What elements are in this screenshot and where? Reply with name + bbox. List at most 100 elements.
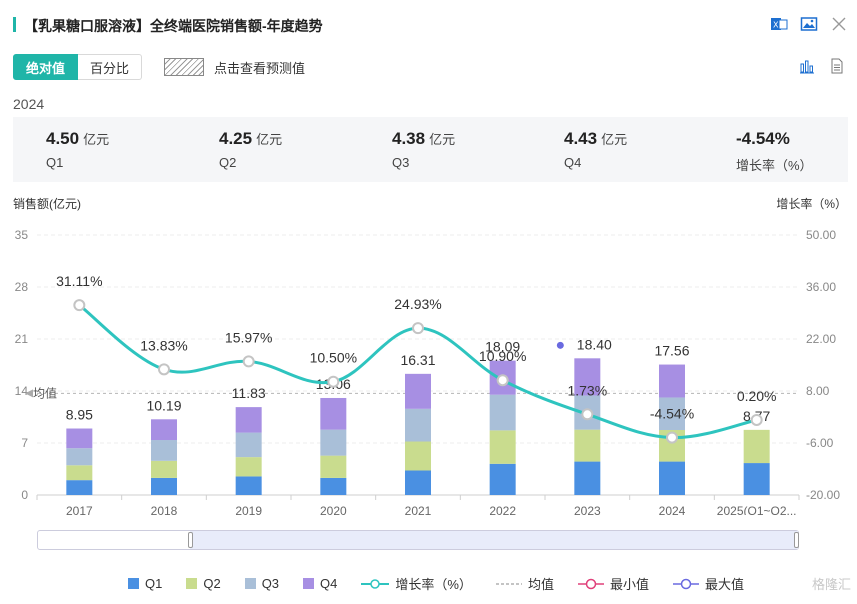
bar-total-label: 11.83 — [232, 385, 266, 401]
summary-value: 4.43 — [564, 129, 598, 148]
growth-label: 15.97% — [225, 329, 272, 345]
legend-dash-marker — [495, 583, 522, 584]
summary-year: 2024 — [13, 96, 45, 112]
summary-label: Q2 — [219, 155, 237, 170]
average-label: 均值 — [33, 385, 57, 400]
legend-q2[interactable]: Q2 — [186, 576, 221, 591]
legend-max[interactable]: 最大值 — [672, 574, 744, 593]
legend-q3[interactable]: Q3 — [244, 576, 280, 591]
average-arrow — [25, 389, 33, 398]
bar-segment-q1 — [489, 463, 516, 495]
bar-segment-q4 — [405, 373, 431, 409]
bar-segment-q4 — [574, 358, 601, 396]
summary-growth: -4.54% 增长率（%） — [736, 129, 813, 174]
bar-segment-q3 — [151, 440, 177, 461]
bar-total-label: 18.09 — [485, 339, 520, 355]
legend-min[interactable]: 最小值 — [577, 574, 649, 593]
left-tick-label: 21 — [15, 332, 29, 346]
bar-segment-q1 — [66, 480, 93, 495]
watermark-logo: 格隆汇 — [811, 577, 851, 592]
right-tick-label: -6.00 — [806, 436, 834, 450]
legend-label: Q3 — [261, 576, 280, 591]
growth-label: -4.54% — [650, 406, 694, 422]
growth-point — [327, 375, 340, 388]
bar-segment-q2 — [235, 457, 262, 477]
legend-label: 均值 — [527, 577, 554, 592]
right-tick-label: 50.00 — [806, 228, 836, 242]
forecast-toggle[interactable]: 点击查看预测值 — [164, 58, 305, 77]
bar-segment-q2 — [489, 430, 516, 464]
legend-label: 最小值 — [609, 577, 649, 592]
legend-q4[interactable]: Q4 — [303, 576, 337, 591]
summary-label: Q1 — [46, 155, 64, 170]
x-tick-label: 2020 — [320, 504, 347, 515]
summary-q1: 4.50 亿元 Q1 — [46, 129, 109, 170]
right-tick-label: -20.00 — [806, 488, 840, 502]
growth-point — [412, 322, 424, 335]
close-icon[interactable] — [829, 14, 849, 34]
summary-q3: 4.38 亿元 Q3 — [392, 129, 455, 170]
bar-segment-q2 — [320, 455, 347, 478]
chart-header: 【乳果糖口服溶液】全终端医院销售额-年度趋势 X — [0, 0, 857, 52]
header-actions: X — [769, 14, 849, 34]
bar-segment-q1 — [405, 470, 431, 495]
bar-segment-q2 — [405, 441, 431, 471]
legend-growth[interactable]: 增长率（%） — [361, 574, 472, 593]
bar-total-label: 17.56 — [654, 343, 689, 359]
x-tick-label: 2018 — [151, 504, 178, 515]
legend-min-marker — [577, 578, 604, 589]
legend-swatch — [244, 578, 256, 589]
table-view-icon[interactable] — [829, 58, 845, 79]
range-slider[interactable] — [37, 530, 799, 550]
x-tick-label: 2023 — [574, 504, 601, 515]
svg-text:X: X — [773, 21, 779, 30]
left-tick-label: 14 — [15, 384, 29, 398]
legend-average[interactable]: 均值 — [495, 574, 554, 593]
legend-swatch — [186, 578, 198, 589]
bar-segment-q3 — [489, 394, 516, 431]
bar-total-label: 8.95 — [66, 407, 93, 423]
chart-title: 【乳果糖口服溶液】全终端医院销售额-年度趋势 — [24, 18, 323, 34]
right-tick-label: 36.00 — [806, 280, 836, 294]
summary-panel: 4.50 亿元 Q1 4.25 亿元 Q2 4.38 亿元 Q3 4.43 亿元 Q4 … — [13, 117, 848, 182]
summary-q4: 4.43 亿元 Q4 — [564, 129, 627, 170]
bar-total-label: 10.19 — [146, 397, 181, 413]
summary-label: Q4 — [564, 155, 582, 170]
excel-export-icon[interactable]: X — [769, 14, 789, 34]
summary-value: 4.25 — [219, 129, 253, 148]
right-axis-title: 增长率（%） — [776, 197, 847, 211]
bar-segment-q3 — [320, 429, 347, 456]
bar-segment-q4 — [151, 419, 177, 441]
percentage-tab[interactable]: 百分比 — [78, 54, 143, 80]
slider-right-handle[interactable] — [794, 532, 799, 548]
legend-label: Q2 — [203, 576, 221, 591]
bar-segment-q1 — [320, 477, 347, 495]
growth-label: 10.50% — [310, 350, 357, 366]
x-tick-label: 2025(Q1~Q2... — [717, 504, 797, 515]
image-download-icon[interactable] — [799, 14, 819, 34]
view-switch — [799, 58, 845, 79]
summary-unit: 亿元 — [601, 132, 628, 147]
slider-left-handle[interactable] — [188, 532, 193, 548]
growth-point — [750, 413, 763, 426]
growth-label: 1.73% — [567, 382, 607, 398]
growth-point — [666, 431, 678, 444]
left-tick-label: 7 — [21, 436, 28, 450]
legend-label: Q4 — [320, 576, 338, 591]
x-tick-label: 2017 — [66, 504, 93, 515]
left-tick-label: 35 — [15, 228, 29, 242]
legend-q1[interactable]: Q1 — [128, 576, 162, 591]
growth-label: 31.11% — [56, 273, 102, 289]
bar-chart-icon[interactable] — [799, 58, 815, 79]
bar-segment-q3 — [66, 448, 93, 466]
legend-line-marker — [361, 578, 390, 589]
x-tick-label: 2022 — [489, 504, 516, 515]
summary-value: 4.38 — [392, 129, 426, 148]
value-mode-toggle: 绝对值 百分比 点击查看预测值 — [13, 54, 305, 80]
bar-segment-q4 — [235, 407, 262, 433]
summary-value: 4.50 — [46, 129, 80, 148]
summary-unit: 亿元 — [83, 132, 110, 147]
summary-unit: 亿元 — [256, 132, 283, 147]
absolute-value-tab[interactable]: 绝对值 — [13, 54, 79, 80]
legend-label: 增长率（%） — [395, 577, 472, 592]
